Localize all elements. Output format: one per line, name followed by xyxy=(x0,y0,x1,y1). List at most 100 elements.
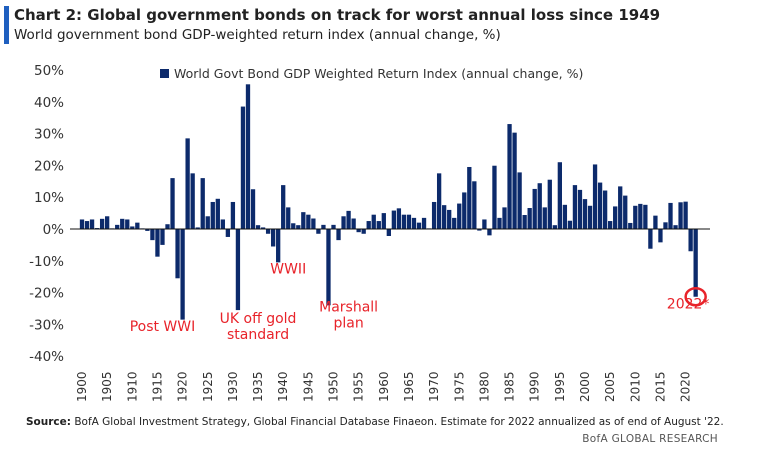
bar-1939 xyxy=(276,229,281,263)
bar-1953 xyxy=(346,210,351,229)
bar-1989 xyxy=(527,208,532,229)
y-tick-label: 0% xyxy=(43,222,65,238)
bar-1918 xyxy=(170,178,175,229)
bar-1941 xyxy=(286,207,291,229)
bar-1976 xyxy=(462,192,467,229)
bar-1949 xyxy=(326,229,331,306)
x-tick-label: 1955 xyxy=(352,371,366,402)
bar-2004 xyxy=(602,190,608,229)
bar-1932 xyxy=(240,106,246,229)
bar-2006 xyxy=(613,206,618,229)
bar-1954 xyxy=(351,218,356,229)
x-tick-label: 1920 xyxy=(176,371,190,402)
legend-swatch xyxy=(160,69,169,78)
bar-1990 xyxy=(532,188,537,229)
bar-1993 xyxy=(547,179,552,229)
x-tick-label: 1995 xyxy=(553,371,567,402)
y-tick-label: 30% xyxy=(34,127,64,143)
bar-1934 xyxy=(250,189,256,229)
bar-1997 xyxy=(567,220,573,229)
bar-1966 xyxy=(411,217,417,229)
bar-1972 xyxy=(442,205,447,229)
bar-1920 xyxy=(180,229,185,320)
source-label: Source: xyxy=(26,416,71,428)
bar-1968 xyxy=(421,217,427,229)
chart-subtitle: World government bond GDP-weighted retur… xyxy=(14,27,501,43)
bar-1938 xyxy=(270,229,276,247)
bar-1904 xyxy=(99,218,105,229)
x-tick-label: 2015 xyxy=(653,371,667,402)
bar-2007 xyxy=(618,186,623,229)
y-tick-label: 10% xyxy=(34,190,64,206)
x-tick-label: 1915 xyxy=(150,371,164,402)
annotation-label: standard xyxy=(227,327,289,343)
bar-1948 xyxy=(321,224,326,229)
bar-1917 xyxy=(165,224,170,229)
bar-1921 xyxy=(185,138,190,229)
bar-1902 xyxy=(89,219,95,229)
bar-1937 xyxy=(265,229,271,234)
annotation-label: 2022* xyxy=(667,297,710,313)
legend-label: World Govt Bond GDP Weighted Return Inde… xyxy=(174,66,583,81)
annotation-label: plan xyxy=(333,316,363,332)
bar-1955 xyxy=(356,229,361,233)
bar-1931 xyxy=(235,229,241,311)
bar-1929 xyxy=(225,229,231,237)
bar-1964 xyxy=(401,214,407,229)
x-tick-label: 1965 xyxy=(402,371,416,402)
bar-1971 xyxy=(436,173,442,229)
chart-title: Chart 2: Global government bonds on trac… xyxy=(14,6,661,24)
bar-1967 xyxy=(416,222,422,229)
brand-footer: BofA GLOBAL RESEARCH xyxy=(582,433,718,445)
bar-1911 xyxy=(135,222,140,229)
bar-1923 xyxy=(195,227,200,229)
bar-1950 xyxy=(331,224,336,229)
x-tick-label: 2010 xyxy=(628,371,642,402)
bar-1975 xyxy=(457,203,462,229)
x-tick-label: 1990 xyxy=(528,371,542,402)
bar-2018 xyxy=(673,225,678,229)
bar-2013 xyxy=(648,229,653,249)
bar-2021 xyxy=(688,229,693,252)
source-note: Source: BofA Global Investment Strategy,… xyxy=(26,416,724,428)
bar-1900 xyxy=(79,219,85,229)
bar-1930 xyxy=(230,201,236,229)
bar-1985 xyxy=(507,124,512,229)
y-tick-label: -30% xyxy=(29,317,64,333)
x-tick-label: 1910 xyxy=(125,371,139,402)
y-tick-label: 50% xyxy=(34,63,64,79)
bar-1977 xyxy=(467,166,472,229)
bar-1916 xyxy=(160,229,165,245)
title-accent-bar xyxy=(4,6,9,44)
bar-1908 xyxy=(120,218,125,229)
bar-1999 xyxy=(577,189,583,229)
bar-1996 xyxy=(562,204,568,229)
x-tick-label: 2000 xyxy=(578,371,592,402)
x-tick-label: 1970 xyxy=(427,371,441,402)
y-tick-label: -40% xyxy=(29,349,64,365)
bar-1926 xyxy=(210,201,215,229)
bar-1991 xyxy=(537,183,542,229)
x-tick-label: 1950 xyxy=(327,371,341,402)
bar-2005 xyxy=(608,221,613,229)
bar-1927 xyxy=(215,198,220,229)
bar-1913 xyxy=(145,229,150,231)
bar-1914 xyxy=(150,229,155,241)
bar-1979 xyxy=(477,229,482,231)
bar-1983 xyxy=(497,217,502,229)
bar-1970 xyxy=(431,201,437,229)
annotation-label: Post WWI xyxy=(130,319,196,335)
bar-1978 xyxy=(472,181,477,229)
source-text: BofA Global Investment Strategy, Global … xyxy=(70,416,724,428)
bar-1936 xyxy=(260,227,266,229)
bar-1981 xyxy=(487,229,492,236)
x-tick-label: 1940 xyxy=(276,371,290,402)
bar-1965 xyxy=(406,214,412,229)
x-tick-label: 1985 xyxy=(503,371,517,402)
x-tick-label: 1930 xyxy=(226,371,240,402)
annotation-label: Marshall xyxy=(319,300,378,316)
annotation-label: WWII xyxy=(270,262,306,278)
x-tick-label: 1945 xyxy=(301,371,315,402)
bar-1909 xyxy=(125,219,130,229)
x-tick-label: 1960 xyxy=(377,371,391,402)
